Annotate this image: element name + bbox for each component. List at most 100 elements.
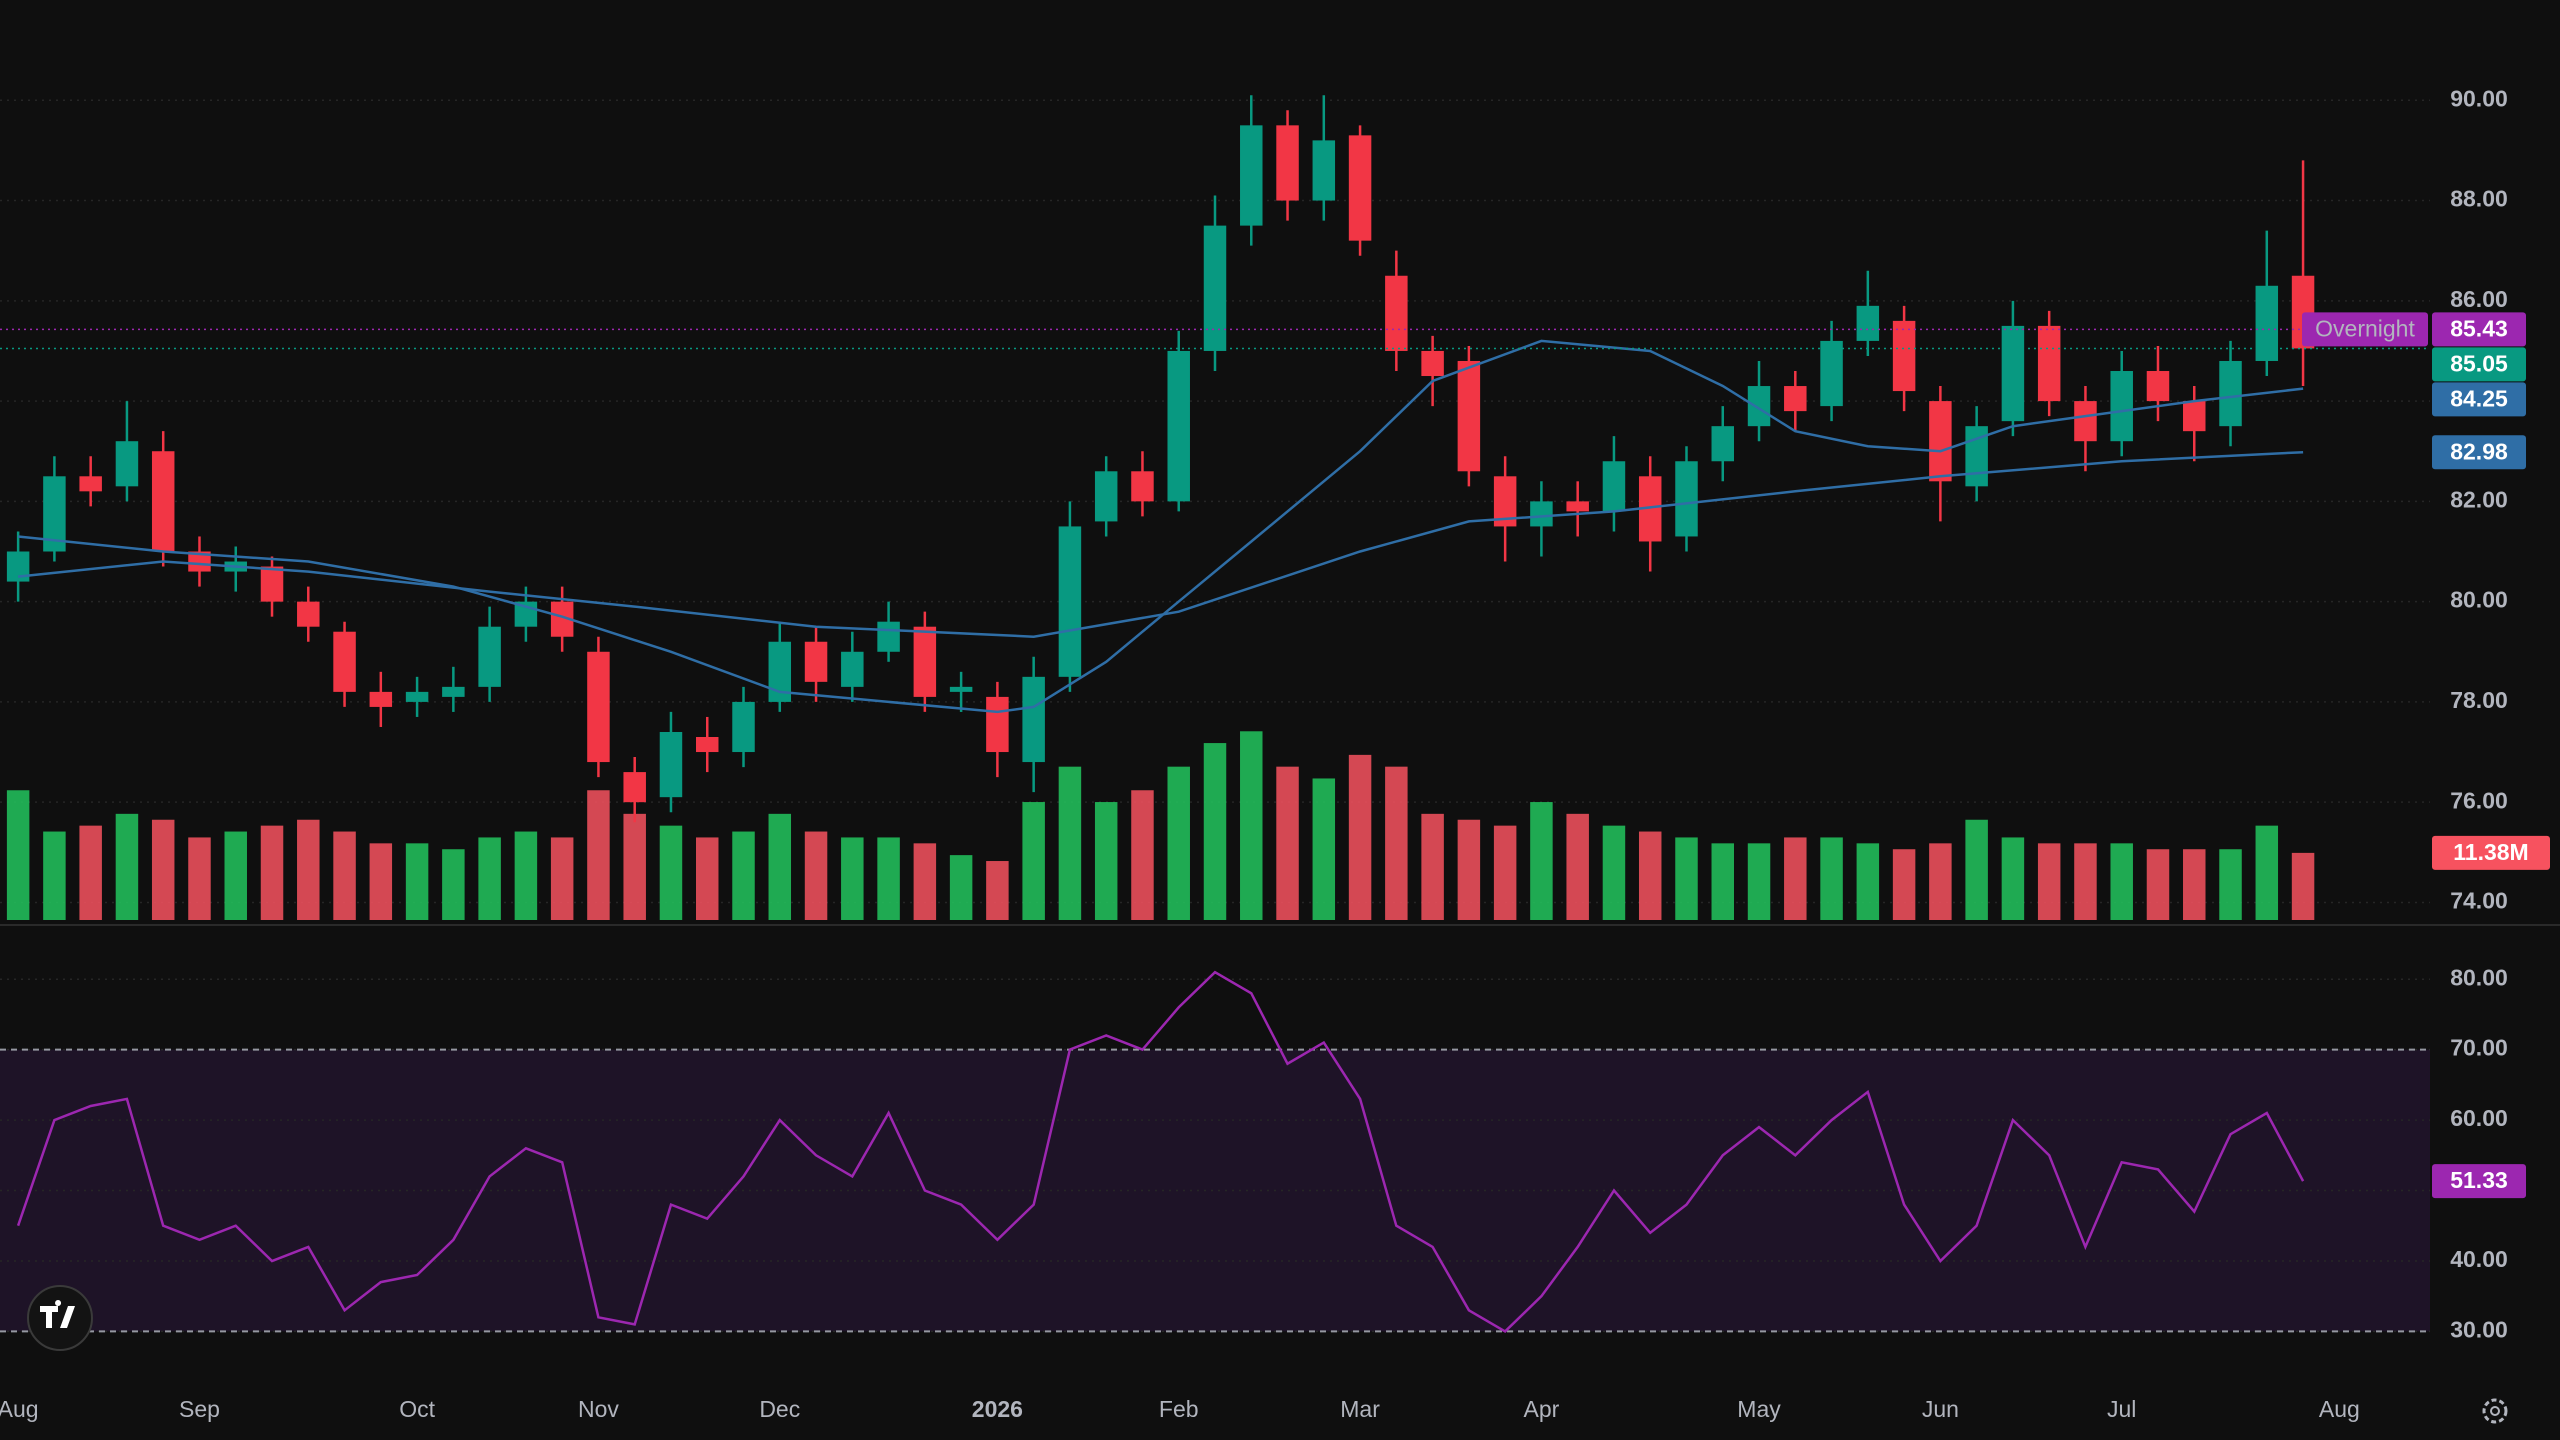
volume-bar bbox=[913, 843, 937, 920]
candle-body bbox=[1203, 225, 1227, 351]
overnight-price-tag-box bbox=[2432, 312, 2526, 347]
candle-body bbox=[1421, 350, 1444, 377]
volume-bar bbox=[877, 837, 900, 920]
volume-bar bbox=[188, 837, 211, 920]
candle-body bbox=[188, 551, 211, 572]
volume-bar bbox=[1058, 766, 1082, 920]
candle-body bbox=[1058, 526, 1082, 677]
volume-bar bbox=[986, 861, 1009, 920]
x-tick-label: May bbox=[1737, 1396, 1781, 1422]
candle-body bbox=[1312, 140, 1336, 201]
candle-body bbox=[1566, 501, 1589, 512]
volume-bar bbox=[1965, 819, 1988, 920]
logo-badge[interactable] bbox=[27, 1285, 93, 1351]
volume-bar bbox=[841, 837, 864, 920]
candle-body bbox=[79, 476, 102, 492]
candle-body bbox=[1094, 471, 1118, 522]
candle-body bbox=[1240, 125, 1263, 226]
candle-body bbox=[333, 631, 356, 692]
y-tick-label: 78.00 bbox=[2450, 687, 2508, 713]
candle-body bbox=[986, 696, 1009, 753]
candle-body bbox=[1929, 401, 1952, 482]
volume-bar bbox=[2291, 852, 2315, 920]
candle-body bbox=[478, 626, 501, 687]
volume-bar bbox=[1203, 743, 1227, 920]
x-tick-label: Jun bbox=[1922, 1396, 1959, 1422]
volume-bar bbox=[2001, 837, 2025, 920]
volume-bar bbox=[2074, 843, 2097, 920]
rsi-line bbox=[16, 970, 2305, 1333]
rsi-tag: 51.33 bbox=[2450, 1167, 2508, 1193]
volume-bar bbox=[1929, 843, 1952, 920]
candle-body bbox=[1457, 360, 1481, 472]
candle-body bbox=[841, 651, 864, 687]
volume-bar bbox=[79, 825, 102, 920]
y-tick-label: 70.00 bbox=[2450, 1035, 2508, 1061]
volume-bar bbox=[1312, 778, 1336, 920]
volume-bar bbox=[297, 819, 320, 920]
volume-bar bbox=[1094, 802, 1118, 920]
volume-bar bbox=[1385, 766, 1408, 920]
moving-average-tag: 84.25 bbox=[2450, 385, 2508, 411]
x-tick-label: Dec bbox=[759, 1396, 800, 1422]
candle-body bbox=[43, 476, 66, 552]
candle-body bbox=[1131, 471, 1154, 502]
candle-body bbox=[297, 601, 320, 627]
candle-body bbox=[1711, 426, 1735, 462]
volume-bar bbox=[949, 855, 973, 920]
candle-body bbox=[1747, 386, 1771, 427]
volume-bar bbox=[1530, 802, 1553, 920]
volume-bar bbox=[1457, 819, 1481, 920]
volume-bar bbox=[1276, 766, 1299, 920]
volume-bar bbox=[115, 813, 139, 920]
volume-tag: 11.38M bbox=[2453, 839, 2528, 865]
logo[interactable] bbox=[27, 1285, 93, 1351]
volume-bar bbox=[442, 849, 465, 920]
volume-bar bbox=[550, 837, 574, 920]
volume-bar bbox=[2037, 843, 2061, 920]
y-tick-label: 60.00 bbox=[2450, 1105, 2508, 1131]
moving-average-line bbox=[17, 450, 2304, 638]
volume-bar bbox=[1892, 849, 1916, 920]
x-tick-label: Jul bbox=[2107, 1396, 2136, 1422]
y-tick-label: 30.00 bbox=[2450, 1316, 2508, 1342]
x-tick-label: Mar bbox=[1340, 1396, 1380, 1422]
volume-bar bbox=[2219, 849, 2242, 920]
x-tick-label: Aug bbox=[2319, 1396, 2360, 1422]
candle-body bbox=[2255, 285, 2279, 361]
candle-body bbox=[115, 441, 139, 487]
volume-bar bbox=[1240, 731, 1263, 920]
volume-bar bbox=[732, 831, 755, 920]
volume-bar bbox=[1167, 766, 1190, 920]
volume-bar bbox=[659, 825, 683, 920]
volume-bar bbox=[2183, 849, 2206, 920]
candle-body bbox=[2146, 371, 2170, 402]
candle-body bbox=[877, 621, 900, 652]
settings-gear[interactable] bbox=[2482, 1398, 2508, 1424]
x-tick-label: Nov bbox=[578, 1396, 619, 1422]
volume-bar bbox=[1566, 813, 1589, 920]
volume-bar bbox=[695, 837, 719, 920]
candle-body bbox=[1167, 350, 1190, 502]
volume-bar bbox=[478, 837, 501, 920]
settings-button[interactable] bbox=[2482, 1398, 2508, 1424]
volume-bar bbox=[1711, 843, 1735, 920]
y-tick-label: 74.00 bbox=[2450, 888, 2508, 914]
candle-body bbox=[2183, 401, 2206, 432]
volume-bar bbox=[1348, 754, 1372, 920]
candle-body bbox=[2074, 401, 2097, 442]
candle-body bbox=[1784, 386, 1807, 412]
volume-bar bbox=[6, 790, 30, 920]
volume-bar bbox=[1675, 837, 1698, 920]
candle-body bbox=[550, 601, 574, 637]
candle-body bbox=[405, 691, 429, 702]
volume-bar bbox=[1493, 825, 1517, 920]
overnight-price-tag: 85.43 bbox=[2450, 315, 2508, 341]
candle-body bbox=[1892, 320, 1916, 392]
rsi-tag-box bbox=[2432, 1164, 2526, 1199]
y-tick-label: 40.00 bbox=[2450, 1246, 2508, 1272]
logo-glyph bbox=[40, 1300, 75, 1328]
